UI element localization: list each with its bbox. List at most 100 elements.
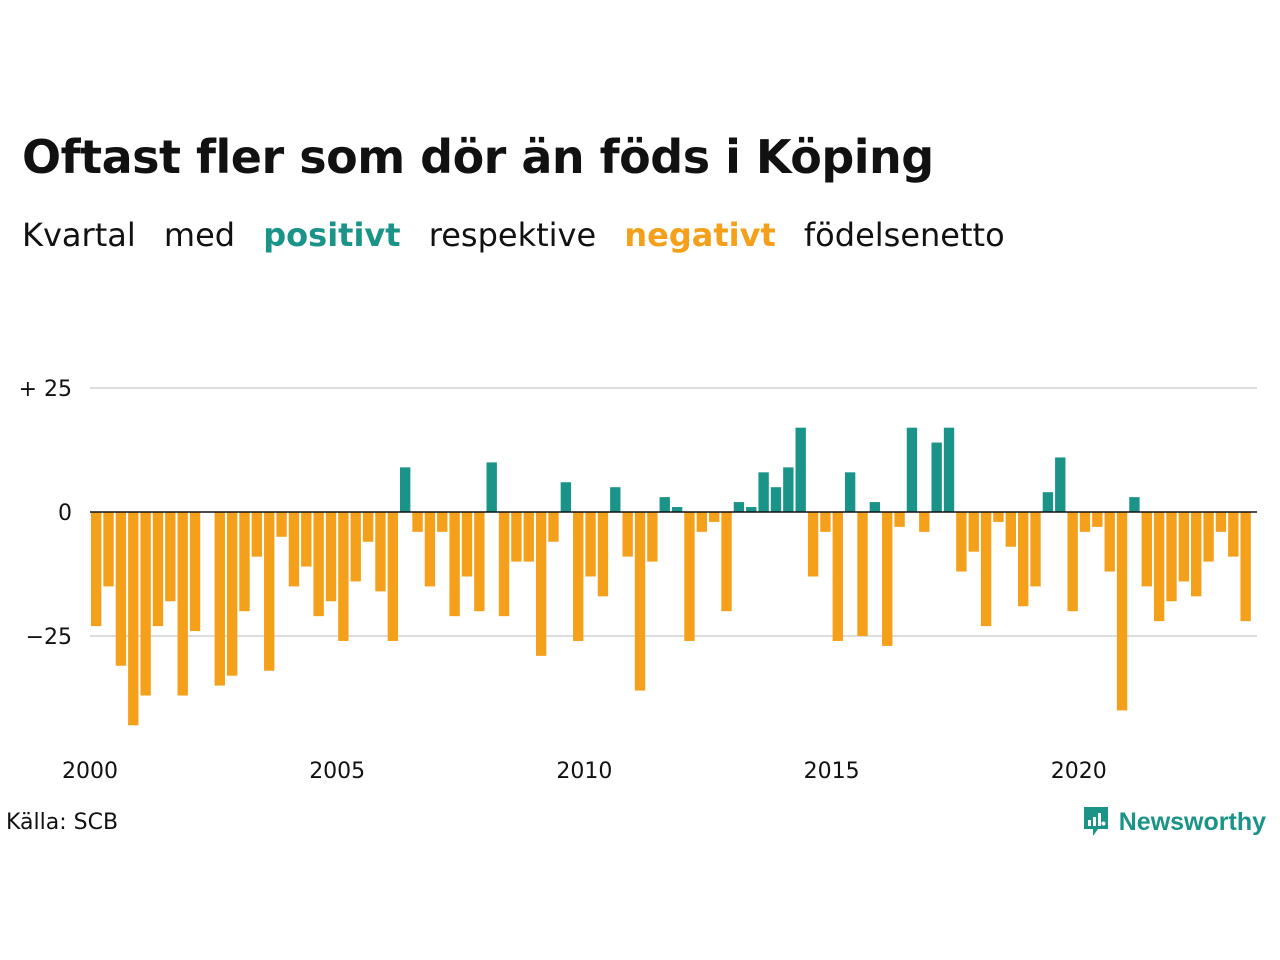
x-tick-label: 2015 [804,759,860,784]
bar [424,512,436,587]
bar [968,512,979,552]
bar [585,512,596,577]
bar [375,512,386,592]
bar [882,512,893,646]
bar [894,512,905,527]
bar [412,512,423,532]
bar [820,512,831,532]
x-tick-label: 2010 [556,759,612,784]
bar [387,512,398,641]
bar [993,512,1004,522]
bars [91,427,1251,726]
bar [1153,512,1165,622]
bar [1215,512,1227,532]
bar [486,462,497,512]
bar [634,512,646,691]
bar [239,512,250,612]
bar [844,472,856,512]
bar [956,512,967,572]
bar [1079,512,1091,532]
bar [931,442,942,512]
bar [301,512,312,567]
bar-chart: + 25 0 −25 2000 2005 2010 2015 2020 [19,377,1257,784]
subtitle-word-respektive: respektive [428,216,597,254]
bar [857,512,868,636]
bar [140,512,151,696]
bar [943,427,955,512]
bar [251,512,263,557]
bar [165,512,176,602]
bar [1166,512,1177,602]
bar [622,512,633,557]
y-tick-label: −25 [26,625,72,650]
bar [832,512,843,641]
bar [325,512,337,602]
subtitle-word-kvartal: Kvartal [22,216,136,254]
subtitle-word-med: med [163,216,236,254]
bar [1018,512,1029,607]
bar [560,482,572,512]
bar [869,502,881,512]
bar [226,512,238,676]
bar [128,512,139,726]
bar [1141,512,1152,587]
bar [498,512,510,617]
bar [1030,512,1041,587]
bar [1228,512,1239,557]
bar [758,472,769,512]
subtitle-word-fodelsenetto: födelsenetto [803,216,1005,254]
bar [461,512,473,577]
bar [437,512,448,532]
bar [1005,512,1016,547]
x-tick-label: 2000 [62,759,118,784]
x-tick-label: 2005 [309,759,365,784]
bar [362,512,374,542]
newsworthy-logo-icon [1083,807,1108,836]
bar [1129,497,1140,512]
bar [1178,512,1190,582]
bar [1104,512,1115,572]
bar [1092,512,1103,527]
grid-layer [90,387,1257,637]
bar [733,502,745,512]
subtitle-negative-label: negativt [624,216,776,254]
bar [610,487,621,512]
bar [449,512,460,617]
chart-title: Oftast fler som dör än föds i Köping [22,130,934,184]
bar [1116,512,1128,711]
bar [288,512,300,587]
bar [980,512,992,627]
bar [276,512,287,537]
bar [795,427,806,512]
bar [721,512,732,612]
bar [535,512,547,656]
subtitle-positive-label: positivt [263,216,401,254]
bar [400,467,411,512]
bar [115,512,127,666]
bar [313,512,324,617]
bar [573,512,584,641]
x-tick-label: 2020 [1051,759,1107,784]
source-note: Källa: SCB [6,810,119,835]
bar [511,512,522,562]
y-tick-label: + 25 [19,377,72,402]
bar [152,512,164,627]
bar [1067,512,1078,612]
newsworthy-logo: Newsworthy [1081,802,1266,842]
bar [597,512,609,597]
bar [684,512,695,641]
y-tick-label: 0 [58,501,72,526]
bar [264,512,275,671]
bar [91,512,102,627]
bar [647,512,658,562]
bar [659,497,670,512]
bar [474,512,485,612]
bar [746,507,757,512]
bar [1203,512,1214,562]
bar [906,427,918,512]
bar [1042,492,1054,512]
bar [1240,512,1251,622]
bar [338,512,349,641]
bar [770,487,782,512]
bar [350,512,361,582]
